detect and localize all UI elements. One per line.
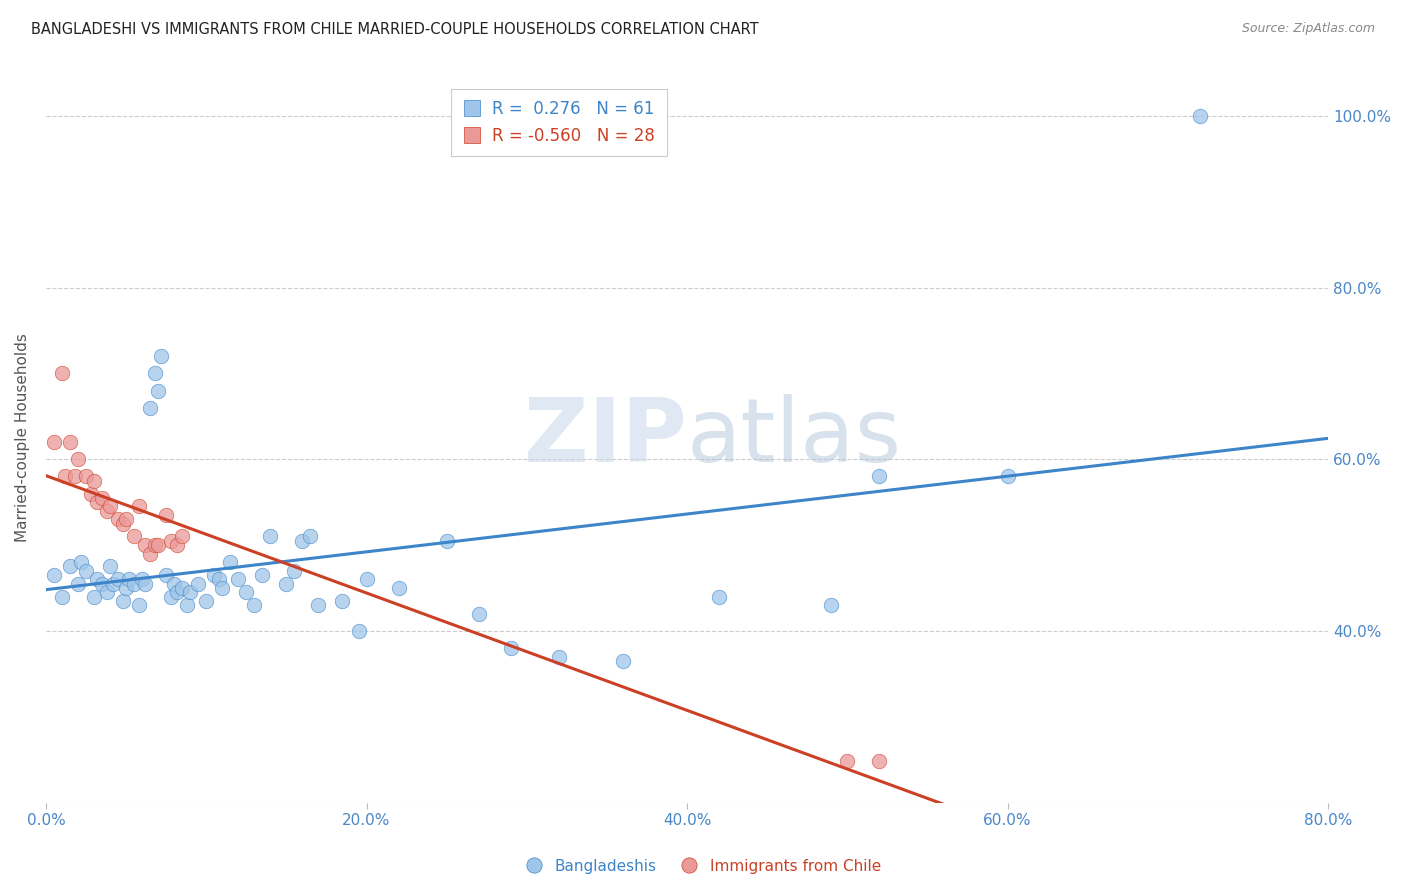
Point — [98, 559, 121, 574]
Point — [91, 576, 114, 591]
Point — [83, 474, 105, 488]
Point — [98, 500, 121, 514]
Point — [211, 581, 233, 595]
Point — [83, 590, 105, 604]
Point — [837, 755, 859, 769]
Point — [235, 585, 257, 599]
Point — [143, 367, 166, 381]
Text: Source: ZipAtlas.com: Source: ZipAtlas.com — [1241, 22, 1375, 36]
Point — [80, 486, 103, 500]
Point — [42, 435, 65, 450]
Point — [172, 581, 194, 595]
Point — [155, 508, 177, 522]
Point — [707, 590, 730, 604]
Point — [276, 576, 298, 591]
Point — [166, 585, 188, 599]
Point — [150, 349, 173, 363]
Point — [166, 538, 188, 552]
Point — [291, 533, 314, 548]
Point — [172, 529, 194, 543]
Point — [66, 452, 89, 467]
Point — [820, 598, 842, 612]
Point — [96, 504, 118, 518]
Point — [91, 491, 114, 505]
Point — [66, 576, 89, 591]
Point — [96, 585, 118, 599]
Point — [208, 573, 231, 587]
Point — [51, 367, 73, 381]
Point — [226, 573, 249, 587]
Point — [499, 640, 522, 655]
Point — [195, 594, 218, 608]
Point — [122, 576, 145, 591]
Legend: R =  0.276   N = 61, R = -0.560   N = 28: R = 0.276 N = 61, R = -0.560 N = 28 — [451, 88, 666, 156]
Point — [139, 547, 162, 561]
Point — [134, 538, 156, 552]
Point — [307, 598, 329, 612]
Point — [51, 590, 73, 604]
Point — [75, 469, 97, 483]
Y-axis label: Married-couple Households: Married-couple Households — [15, 334, 30, 542]
Text: atlas: atlas — [688, 394, 903, 482]
Point — [997, 469, 1019, 483]
Legend: Bangladeshis, Immigrants from Chile: Bangladeshis, Immigrants from Chile — [519, 853, 887, 880]
Point — [187, 576, 209, 591]
Point — [243, 598, 266, 612]
Point — [63, 469, 86, 483]
Point — [868, 469, 890, 483]
Point — [86, 495, 108, 509]
Point — [299, 529, 322, 543]
Point — [146, 538, 169, 552]
Point — [467, 607, 489, 621]
Point — [547, 649, 569, 664]
Point — [118, 573, 141, 587]
Point — [115, 581, 138, 595]
Point — [111, 516, 134, 531]
Point — [163, 576, 186, 591]
Point — [179, 585, 201, 599]
Text: ZIP: ZIP — [524, 394, 688, 482]
Point — [868, 755, 890, 769]
Point — [128, 500, 150, 514]
Point — [59, 559, 82, 574]
Point — [107, 573, 129, 587]
Point — [107, 512, 129, 526]
Point — [332, 594, 354, 608]
Point — [176, 598, 198, 612]
Text: BANGLADESHI VS IMMIGRANTS FROM CHILE MARRIED-COUPLE HOUSEHOLDS CORRELATION CHART: BANGLADESHI VS IMMIGRANTS FROM CHILE MAR… — [31, 22, 759, 37]
Point — [70, 555, 93, 569]
Point — [146, 384, 169, 398]
Point — [1188, 109, 1211, 123]
Point — [59, 435, 82, 450]
Point — [143, 538, 166, 552]
Point — [75, 564, 97, 578]
Point — [115, 512, 138, 526]
Point — [155, 568, 177, 582]
Point — [53, 469, 76, 483]
Point — [219, 555, 242, 569]
Point — [134, 576, 156, 591]
Point — [202, 568, 225, 582]
Point — [42, 568, 65, 582]
Point — [86, 573, 108, 587]
Point — [160, 533, 183, 548]
Point — [139, 401, 162, 415]
Point — [103, 576, 125, 591]
Point — [128, 598, 150, 612]
Point — [387, 581, 409, 595]
Point — [436, 533, 458, 548]
Point — [259, 529, 281, 543]
Point — [612, 654, 634, 668]
Point — [111, 594, 134, 608]
Point — [131, 573, 153, 587]
Point — [356, 573, 378, 587]
Point — [347, 624, 370, 638]
Point — [252, 568, 274, 582]
Point — [160, 590, 183, 604]
Point — [283, 564, 305, 578]
Point — [122, 529, 145, 543]
